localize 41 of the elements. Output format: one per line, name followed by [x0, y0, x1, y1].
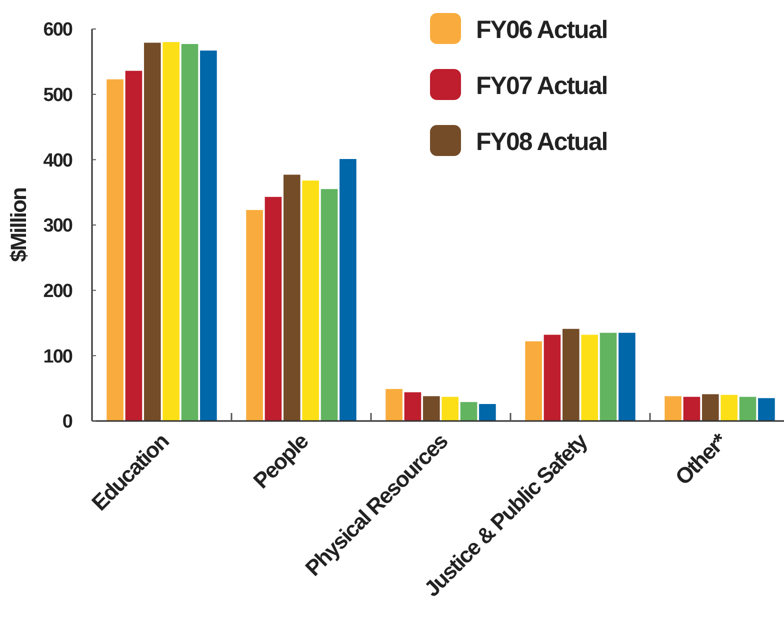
bar	[181, 44, 198, 421]
bar	[200, 50, 217, 421]
bar	[284, 174, 300, 421]
bar	[758, 398, 775, 421]
bar	[544, 334, 561, 421]
bar	[479, 404, 496, 421]
bar	[702, 394, 719, 421]
bar	[404, 392, 422, 421]
y-tick-label: 400	[43, 150, 72, 172]
bar	[264, 196, 282, 421]
legend-label: FY06 Actual	[476, 16, 608, 44]
bar	[106, 79, 124, 421]
bar	[162, 42, 180, 421]
bar	[618, 332, 636, 421]
bar	[386, 388, 402, 421]
y-tick-label: 0	[62, 412, 72, 433]
y-tick-label: 200	[43, 280, 72, 302]
bar	[144, 42, 161, 421]
legend-label: FY07 Actual	[476, 72, 608, 100]
bar	[460, 402, 478, 421]
bar	[664, 396, 682, 421]
bar	[720, 394, 738, 421]
bar	[246, 210, 263, 421]
legend-label: FY08 Actual	[476, 128, 608, 156]
bar	[562, 328, 580, 421]
bar	[739, 396, 756, 421]
y-tick-label: 500	[43, 84, 72, 106]
bar	[442, 396, 458, 421]
bar	[581, 334, 598, 421]
y-tick-label: 300	[43, 216, 72, 237]
bar	[423, 396, 440, 421]
bar	[302, 180, 319, 421]
y-axis-title: $Million	[6, 187, 31, 262]
y-tick-label: 600	[43, 20, 72, 41]
bar	[340, 159, 356, 421]
bar	[600, 332, 617, 421]
bar	[320, 189, 338, 421]
bar	[125, 70, 142, 421]
bar	[683, 396, 700, 421]
bar	[525, 341, 542, 421]
y-tick-label: 100	[43, 346, 72, 368]
